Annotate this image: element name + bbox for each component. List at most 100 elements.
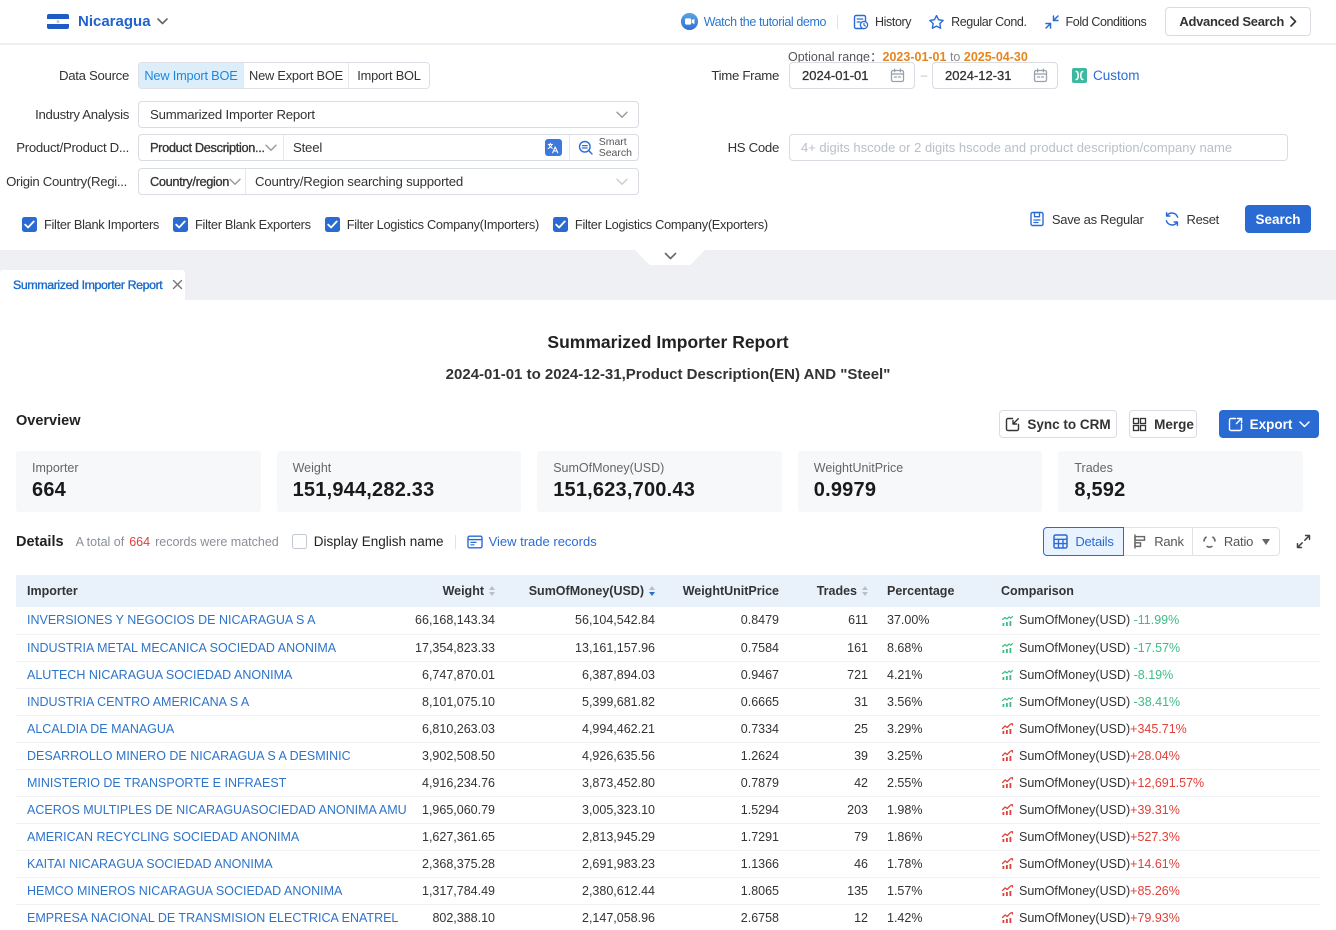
cell-value: 1.42% (887, 910, 923, 925)
watch-tutorial-link[interactable]: Watch the tutorial demo (680, 13, 826, 30)
importer-link[interactable]: INDUSTRIA CENTRO AMERICANA S A (27, 694, 250, 709)
cell-importer: INDUSTRIA CENTRO AMERICANA S A (16, 688, 410, 716)
cell-value: 1.86% (887, 829, 923, 844)
merge-button[interactable]: Merge (1129, 410, 1197, 438)
column-header-trades[interactable]: Trades (789, 575, 878, 607)
importer-link[interactable]: INVERSIONES Y NEGOCIOS DE NICARAGUA S A (27, 613, 316, 628)
display-english-checkbox[interactable]: Display English name (291, 534, 444, 549)
cell-inner: 66,168,143.34 (410, 607, 505, 633)
cell-weight-unit-price: 2.6758 (665, 904, 789, 930)
product-keyword-input[interactable]: Steel (284, 135, 545, 160)
tab-close-icon[interactable] (172, 278, 183, 292)
sort-icon[interactable] (489, 586, 495, 596)
report-content: Summarized Importer Report 2024-01-01 to… (0, 300, 1336, 930)
cell-trades: 611 (789, 607, 878, 635)
cell-inner: SumOfMoney(USD) -17.57% (985, 635, 1320, 661)
header-cell-inner: Importer (16, 584, 410, 598)
cell-weight: 6,747,870.01 (410, 661, 505, 689)
column-header-sumofmoney-usd-[interactable]: SumOfMoney(USD) (505, 575, 665, 607)
table-row: INDUSTRIA METAL MECANICA SOCIEDAD ANONIM… (16, 634, 1320, 662)
industry-analysis-select[interactable]: Summarized Importer Report (138, 101, 639, 128)
importer-link[interactable]: DESARROLLO MINERO DE NICARAGUA S A DESMI… (27, 748, 351, 763)
checkbox-filter-blank-exporters[interactable]: Filter Blank Exporters (173, 216, 311, 232)
view-mode-ratio[interactable]: Ratio (1193, 527, 1280, 556)
fold-conditions-link[interactable]: Fold Conditions (1044, 14, 1147, 30)
cell-inner: 1.5294 (665, 797, 789, 823)
comparison-change: +79.93% (1130, 910, 1180, 925)
cell-inner: EMPRESA NACIONAL DE TRANSMISION ELECTRIC… (16, 905, 410, 930)
translate-toggle[interactable] (544, 135, 569, 160)
tab-summarized-importer-report[interactable]: Summarized Importer Report (0, 270, 185, 300)
advanced-search-button[interactable]: Advanced Search (1165, 7, 1311, 36)
sync-to-crm-button[interactable]: Sync to CRM (999, 410, 1117, 438)
cell-comparison: SumOfMoney(USD) -11.99% (985, 607, 1320, 635)
checkbox-filter-blank-importers[interactable]: Filter Blank Importers (22, 216, 159, 232)
importer-link[interactable]: HEMCO MINEROS NICARAGUA SOCIEDAD ANONIMA (27, 883, 343, 898)
stat-value: 151,944,282.33 (292, 479, 435, 501)
optional-range-from: 2023-01-01 (882, 50, 947, 64)
stat-value: 664 (32, 479, 66, 501)
collapse-panel-handle[interactable] (635, 250, 705, 265)
view-mode-rank[interactable]: Rank (1124, 527, 1193, 556)
fullscreen-icon[interactable] (1296, 534, 1311, 554)
view-mode-details[interactable]: Details (1043, 527, 1124, 556)
column-header-weight[interactable]: Weight (410, 575, 505, 607)
cell-value: 2.6758 (740, 910, 779, 925)
search-button[interactable]: Search (1245, 205, 1311, 233)
cell-inner: 1.8065 (665, 878, 789, 904)
table-row: INVERSIONES Y NEGOCIOS DE NICARAGUA S A 6… (16, 607, 1320, 635)
importer-link[interactable]: ACEROS MULTIPLES DE NICARAGUASOCIEDAD AN… (27, 802, 407, 817)
importer-link[interactable]: AMERICAN RECYCLING SOCIEDAD ANONIMA (27, 829, 300, 844)
cell-inner: 1.42% (878, 905, 985, 930)
export-button[interactable]: Export (1219, 410, 1319, 438)
product-field-select[interactable]: Product Description... (139, 135, 284, 160)
custom-range-link[interactable]: Custom (1072, 62, 1140, 89)
importer-link[interactable]: MINISTERIO DE TRANSPORTE E INFRAEST (27, 775, 287, 790)
cell-value: 0.6665 (740, 694, 779, 709)
cell-weight: 1,317,784.49 (410, 877, 505, 905)
hs-code-input[interactable]: 4+ digits hscode or 2 digits hscode and … (789, 134, 1288, 161)
checkbox-filter-logistics-company-importers-[interactable]: Filter Logistics Company(Importers) (324, 216, 539, 232)
origin-country-input[interactable]: Country/Region searching supported (246, 169, 616, 194)
importer-link[interactable]: ALCALDIA DE MANAGUA (27, 721, 175, 736)
checkbox-label: Filter Logistics Company(Importers) (346, 216, 539, 232)
filter-checkboxes: Filter Blank Importers Filter Blank Expor… (22, 216, 768, 232)
cell-inner: 0.7584 (665, 635, 789, 661)
sort-icon[interactable] (862, 586, 868, 596)
cell-inner: 3,873,452.80 (505, 770, 665, 796)
importer-link[interactable]: INDUSTRIA METAL MECANICA SOCIEDAD ANONIM… (27, 640, 337, 655)
country-selector[interactable]: Nicaragua (0, 13, 168, 30)
regular-cond-link[interactable]: Regular Cond. (928, 14, 1027, 30)
data-source-tab-new-export-boe[interactable]: New Export BOE (244, 63, 349, 88)
cell-weight: 2,368,375.28 (410, 850, 505, 878)
ratio-icon (1202, 536, 1216, 548)
cell-sum-of-money: 56,104,542.84 (505, 607, 665, 635)
cell-inner: SumOfMoney(USD) +14.61% (985, 851, 1320, 877)
smart-search-toggle[interactable]: Smart Search (568, 135, 638, 160)
cell-weight: 6,810,263.03 (410, 715, 505, 743)
origin-field-select[interactable]: Country/region (139, 169, 246, 194)
checkbox-filter-logistics-company-exporters-[interactable]: Filter Logistics Company(Exporters) (552, 216, 768, 232)
importer-link[interactable]: EMPRESA NACIONAL DE TRANSMISION ELECTRIC… (27, 910, 399, 925)
cell-sum-of-money: 3,873,452.80 (505, 769, 665, 797)
date-to-input[interactable]: 2024-12-31 (932, 62, 1058, 89)
comparison-cell: SumOfMoney(USD) -38.41% (1001, 695, 1180, 709)
cell-inner: SumOfMoney(USD) -11.99% (985, 607, 1320, 633)
save-as-regular-button[interactable]: Save as Regular (1029, 211, 1144, 227)
data-source-tab-new-import-boe[interactable]: New Import BOE (139, 63, 244, 88)
date-from-input[interactable]: 2024-01-01 (789, 62, 915, 89)
column-header-comparison: Comparison (985, 575, 1320, 607)
cell-value: 3,873,452.80 (582, 775, 655, 790)
cell-inner: 13,161,157.96 (505, 635, 665, 661)
view-trade-records-link[interactable]: View trade records (466, 534, 597, 549)
cell-value: 721 (847, 667, 868, 682)
origin-country-label: Origin Country(Regi... (6, 174, 127, 189)
reset-button[interactable]: Reset (1164, 211, 1219, 227)
history-link[interactable]: History (853, 14, 912, 30)
cell-value: 8.68% (887, 640, 923, 655)
importer-link[interactable]: KAITAI NICARAGUA SOCIEDAD ANONIMA (27, 856, 273, 871)
data-source-tab-import-bol[interactable]: Import BOL (349, 63, 429, 88)
sync-to-crm-label: Sync to CRM (1027, 416, 1111, 432)
importer-link[interactable]: ALUTECH NICARAGUA SOCIEDAD ANONIMA (27, 667, 293, 682)
sort-icon[interactable] (649, 586, 655, 596)
